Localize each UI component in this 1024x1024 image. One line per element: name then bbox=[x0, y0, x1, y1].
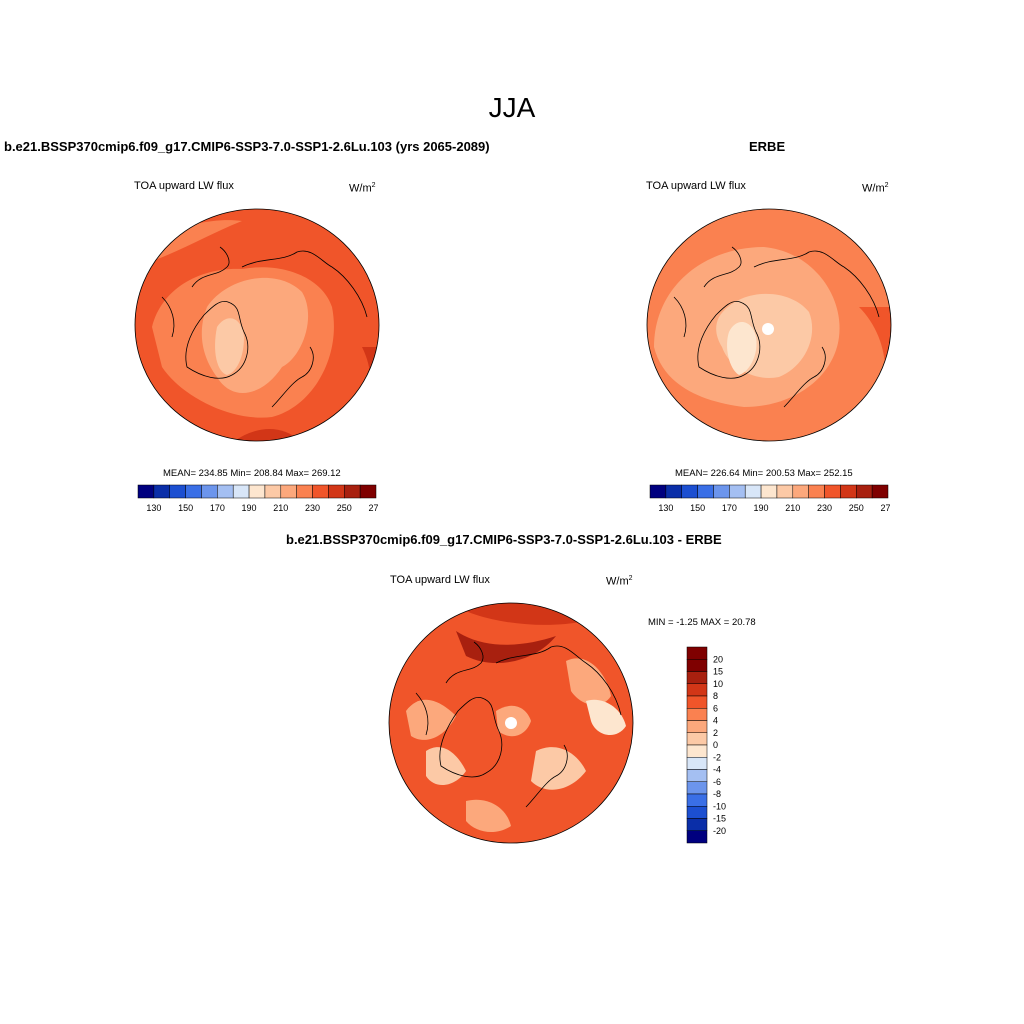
colorbar-box bbox=[686, 732, 708, 746]
panel3-units: W/m2 bbox=[606, 575, 633, 588]
colorbar-label: 150 bbox=[178, 503, 193, 513]
colorbar-label: -8 bbox=[713, 789, 721, 799]
season-title: JJA bbox=[488, 92, 536, 123]
colorbar-label: 230 bbox=[305, 503, 320, 513]
panel2-units: W/m2 bbox=[862, 182, 889, 195]
colorbar-box bbox=[686, 671, 708, 684]
colorbar-box bbox=[681, 484, 698, 499]
colorbar-label: 270 bbox=[880, 503, 890, 513]
colorbar-label: 210 bbox=[785, 503, 800, 513]
colorbar-box bbox=[312, 484, 329, 499]
colorbar-box bbox=[296, 484, 313, 499]
panel2-title: ERBE bbox=[749, 139, 786, 154]
colorbar-box bbox=[686, 757, 708, 770]
panel3-title: b.e21.BSSP370cmip6.f09_g17.CMIP6-SSP3-7.… bbox=[286, 532, 722, 547]
colorbar-label: -6 bbox=[713, 777, 721, 787]
colorbar-label: -10 bbox=[713, 801, 726, 811]
colorbar-box bbox=[744, 484, 762, 499]
colorbar-box bbox=[686, 659, 708, 672]
colorbar-box bbox=[792, 484, 809, 499]
colorbar-box bbox=[697, 484, 714, 499]
colorbar-box bbox=[137, 484, 155, 499]
colorbar-label: 250 bbox=[849, 503, 864, 513]
colorbar-box bbox=[686, 720, 708, 733]
colorbar-box bbox=[248, 484, 266, 499]
colorbar-label: 4 bbox=[713, 716, 718, 726]
colorbar-label: 20 bbox=[713, 654, 723, 664]
panel2-colorbar: 130 150 170 190 210 230 250 270 bbox=[649, 484, 890, 513]
colorbar-label: 270 bbox=[368, 503, 378, 513]
colorbar-box bbox=[686, 830, 708, 844]
colorbar-label: 130 bbox=[658, 503, 673, 513]
colorbar-box bbox=[713, 484, 730, 499]
panel1-units: W/m2 bbox=[349, 182, 376, 195]
colorbar-box bbox=[280, 484, 297, 499]
colorbar-label: 250 bbox=[337, 503, 352, 513]
colorbar-box bbox=[840, 484, 857, 499]
colorbar-box bbox=[686, 793, 708, 807]
panel3-polar-map bbox=[388, 602, 634, 844]
colorbar-box bbox=[169, 484, 186, 499]
colorbar-box bbox=[686, 806, 708, 819]
colorbar-box bbox=[328, 484, 345, 499]
colorbar-box bbox=[185, 484, 202, 499]
colorbar-box bbox=[808, 484, 825, 499]
colorbar-label: 150 bbox=[690, 503, 705, 513]
colorbar-label: -20 bbox=[713, 826, 726, 836]
panel2-variable: TOA upward LW flux bbox=[646, 180, 746, 192]
colorbar-label: 0 bbox=[713, 740, 718, 750]
colorbar-label: 6 bbox=[713, 703, 718, 713]
panel1-polar-map bbox=[134, 208, 380, 442]
colorbar-box bbox=[201, 484, 218, 499]
colorbar-box bbox=[344, 484, 361, 499]
colorbar-box bbox=[824, 484, 841, 499]
colorbar-label: 130 bbox=[146, 503, 161, 513]
colorbar-label: 190 bbox=[242, 503, 257, 513]
colorbar-label: -15 bbox=[713, 814, 726, 824]
colorbar-box bbox=[686, 646, 708, 660]
colorbar-box bbox=[686, 781, 708, 795]
colorbar-label: -4 bbox=[713, 765, 721, 775]
panel1-title: b.e21.BSSP370cmip6.f09_g17.CMIP6-SSP3-7.… bbox=[4, 139, 490, 154]
colorbar-label: 190 bbox=[754, 503, 769, 513]
colorbar-box bbox=[686, 708, 708, 721]
colorbar-label: 170 bbox=[722, 503, 737, 513]
colorbar-label: 2 bbox=[713, 728, 718, 738]
panel1-variable: TOA upward LW flux bbox=[134, 180, 234, 192]
colorbar-label: 210 bbox=[273, 503, 288, 513]
colorbar-label: -2 bbox=[713, 752, 721, 762]
panel3-stats: MIN = -1.25 MAX = 20.78 bbox=[648, 617, 756, 628]
panel1-stats: MEAN= 234.85 Min= 208.84 Max= 269.12 bbox=[163, 468, 341, 479]
colorbar-box bbox=[871, 484, 889, 499]
colorbar-box bbox=[665, 484, 682, 499]
colorbar-box bbox=[359, 484, 377, 499]
colorbar-box bbox=[686, 744, 708, 758]
panel2-polar-map bbox=[646, 208, 892, 442]
colorbar-label: 15 bbox=[713, 667, 723, 677]
colorbar-label: 10 bbox=[713, 679, 723, 689]
colorbar-box bbox=[232, 484, 250, 499]
colorbar-label: 8 bbox=[713, 691, 718, 701]
colorbar-box bbox=[686, 683, 708, 697]
colorbar-box bbox=[686, 818, 708, 831]
colorbar-box bbox=[776, 484, 794, 499]
panel1-colorbar: 130 150 170 190 210 230 250 270 bbox=[137, 484, 378, 513]
panel2-stats: MEAN= 226.64 Min= 200.53 Max= 252.15 bbox=[675, 468, 853, 479]
colorbar-label: 230 bbox=[817, 503, 832, 513]
panel3-variable: TOA upward LW flux bbox=[390, 574, 490, 586]
colorbar-box bbox=[686, 695, 708, 709]
colorbar-box bbox=[760, 484, 778, 499]
colorbar-box bbox=[856, 484, 873, 499]
colorbar-label: 170 bbox=[210, 503, 225, 513]
colorbar-box bbox=[264, 484, 282, 499]
colorbar-box bbox=[217, 484, 234, 499]
colorbar-box bbox=[686, 769, 708, 782]
colorbar-box bbox=[649, 484, 667, 499]
colorbar-box bbox=[729, 484, 746, 499]
colorbar-box bbox=[153, 484, 170, 499]
